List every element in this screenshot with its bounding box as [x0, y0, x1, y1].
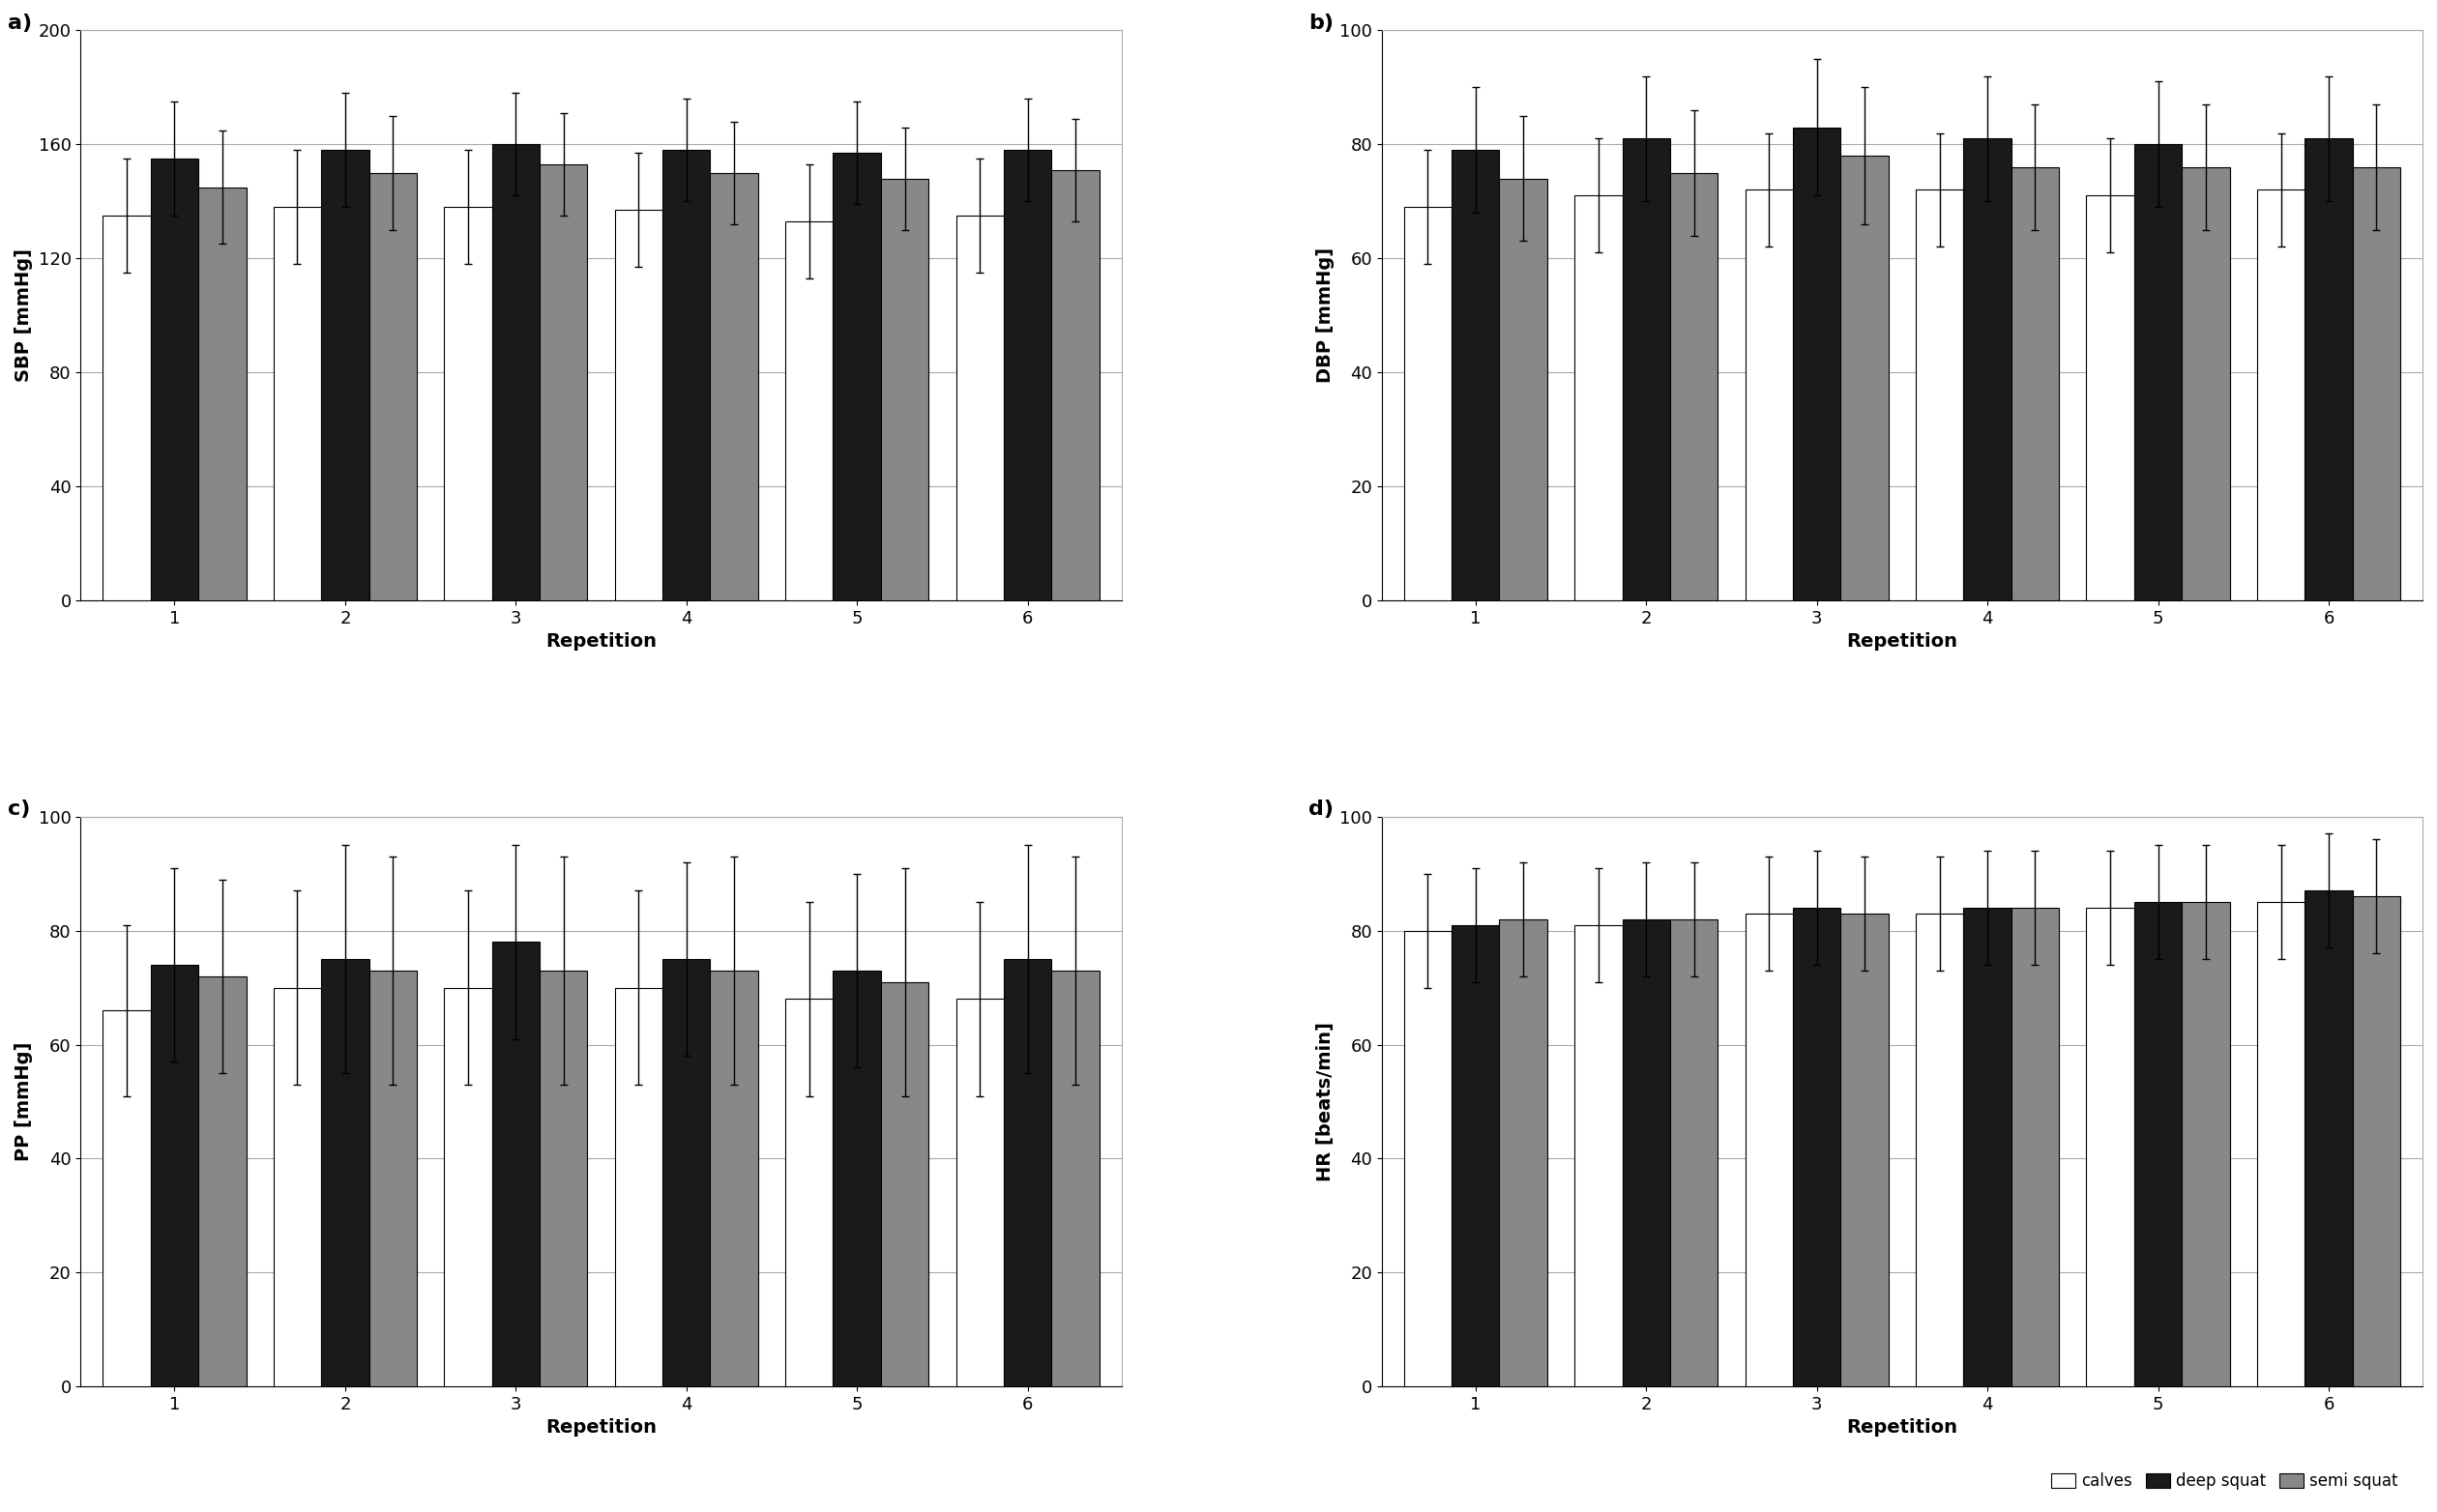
X-axis label: Repetition: Repetition — [1847, 632, 1957, 650]
Bar — [2135, 903, 2181, 1387]
Bar — [539, 971, 587, 1387]
Bar — [1452, 925, 1499, 1387]
Bar — [1404, 207, 1452, 600]
Bar — [2135, 144, 2181, 600]
Bar — [955, 999, 1004, 1387]
Bar — [2181, 903, 2230, 1387]
Bar — [2257, 191, 2305, 600]
Text: a): a) — [7, 14, 32, 33]
Bar — [1574, 195, 1623, 600]
Bar — [709, 172, 758, 600]
Bar — [1574, 925, 1623, 1387]
Bar — [1669, 172, 1718, 600]
Bar — [1794, 127, 1840, 600]
Bar — [614, 987, 663, 1387]
Text: c): c) — [7, 800, 29, 820]
Bar — [2086, 195, 2135, 600]
Bar — [614, 210, 663, 600]
Bar — [880, 178, 928, 600]
Bar — [880, 981, 928, 1387]
Y-axis label: SBP [mmHg]: SBP [mmHg] — [15, 248, 32, 383]
Legend: calves, deep squat, semi squat: calves, deep squat, semi squat — [2045, 1467, 2405, 1497]
Bar — [273, 987, 322, 1387]
Bar — [1669, 919, 1718, 1387]
Bar — [322, 150, 368, 600]
Bar — [2011, 168, 2059, 600]
Bar — [151, 965, 197, 1387]
Bar — [1499, 919, 1547, 1387]
Bar — [1050, 971, 1099, 1387]
Bar — [1964, 907, 2011, 1387]
Bar — [368, 172, 417, 600]
Bar — [197, 977, 246, 1387]
Bar — [2352, 897, 2400, 1387]
Bar — [1004, 150, 1050, 600]
Bar — [102, 1010, 151, 1387]
Bar — [1745, 913, 1794, 1387]
Bar — [1794, 907, 1840, 1387]
Text: b): b) — [1309, 14, 1333, 33]
Bar — [1915, 191, 1964, 600]
Bar — [785, 221, 833, 600]
Bar — [197, 187, 246, 600]
Bar — [1004, 959, 1050, 1387]
Bar — [2011, 907, 2059, 1387]
Bar — [2257, 903, 2305, 1387]
X-axis label: Repetition: Repetition — [546, 632, 656, 650]
Bar — [1964, 139, 2011, 600]
Bar — [444, 207, 492, 600]
Bar — [785, 999, 833, 1387]
Bar — [2181, 168, 2230, 600]
Bar — [1623, 139, 1669, 600]
Bar — [492, 144, 539, 600]
X-axis label: Repetition: Repetition — [546, 1418, 656, 1436]
Y-axis label: DBP [mmHg]: DBP [mmHg] — [1316, 248, 1333, 383]
Bar — [2352, 168, 2400, 600]
Bar — [2305, 891, 2352, 1387]
Bar — [322, 959, 368, 1387]
Bar — [833, 971, 880, 1387]
Bar — [1623, 919, 1669, 1387]
Bar — [1499, 178, 1547, 600]
Text: d): d) — [1309, 800, 1333, 820]
Bar — [1452, 150, 1499, 600]
Bar — [833, 153, 880, 600]
Bar — [663, 150, 709, 600]
Bar — [1915, 913, 1964, 1387]
Bar — [539, 165, 587, 600]
Bar — [709, 971, 758, 1387]
Bar — [1840, 913, 1889, 1387]
Bar — [151, 159, 197, 600]
Bar — [2086, 907, 2135, 1387]
Y-axis label: PP [mmHg]: PP [mmHg] — [15, 1042, 34, 1161]
Bar — [273, 207, 322, 600]
Bar — [1745, 191, 1794, 600]
Bar — [1050, 169, 1099, 600]
Bar — [102, 216, 151, 600]
Bar — [663, 959, 709, 1387]
Bar — [2305, 139, 2352, 600]
Bar — [955, 216, 1004, 600]
Bar — [444, 987, 492, 1387]
X-axis label: Repetition: Repetition — [1847, 1418, 1957, 1436]
Y-axis label: HR [beats/min]: HR [beats/min] — [1316, 1022, 1333, 1181]
Bar — [492, 942, 539, 1387]
Bar — [1840, 156, 1889, 600]
Bar — [368, 971, 417, 1387]
Bar — [1404, 931, 1452, 1387]
